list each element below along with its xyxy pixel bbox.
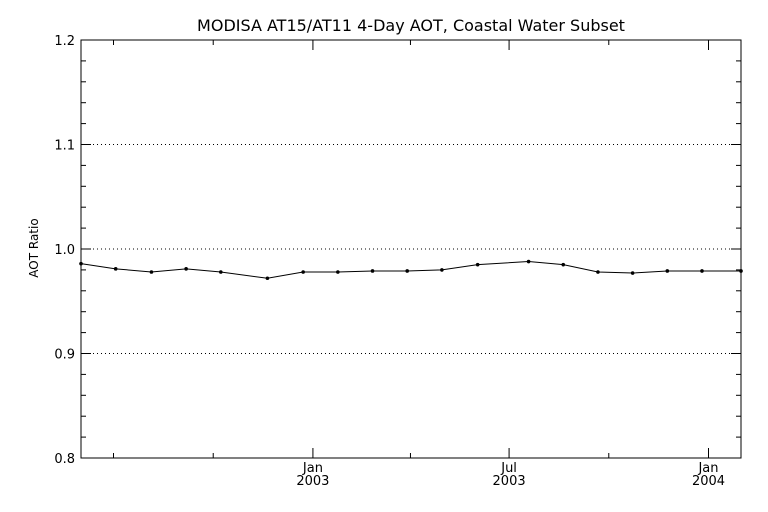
x-tick-label-year: 2004 [692, 474, 725, 489]
data-point [336, 270, 340, 274]
data-point [265, 276, 270, 281]
x-tick-label-month: Jan [302, 461, 323, 476]
axes [80, 39, 742, 459]
data-point [405, 269, 410, 273]
data-point [370, 269, 375, 273]
data-point [475, 262, 480, 267]
series-line [80, 261, 741, 279]
data-point [630, 271, 635, 275]
x-tick-label-year: 2003 [493, 474, 526, 489]
data-point [149, 270, 154, 274]
data-point [526, 259, 531, 264]
data-point [79, 261, 83, 266]
y-axis-label: AOT Ratio [27, 218, 41, 277]
y-tick-label: 1.0 [54, 243, 75, 258]
y-tick-label: 0.9 [54, 348, 75, 363]
data-point [739, 269, 743, 273]
y-tick-label: 1.2 [54, 34, 75, 49]
grid-lines [81, 144, 741, 354]
data-point [184, 267, 188, 271]
data-point [301, 270, 305, 274]
data-point [665, 269, 670, 273]
data-point [113, 267, 118, 271]
data-point [561, 262, 566, 267]
y-tick-label: 0.8 [54, 452, 75, 467]
data-point [440, 268, 444, 272]
x-tick-label-year: 2003 [296, 474, 329, 489]
y-axis-ticks: 0.8 0.9 1.0 1.1 1.2 [54, 34, 741, 467]
data-point [700, 269, 704, 273]
plot-frame [80, 39, 742, 459]
x-tick-label-month: Jul [500, 461, 517, 476]
data-point [219, 270, 223, 274]
data-point [596, 270, 600, 274]
series-group [79, 259, 743, 281]
x-tick-label-month: Jan [697, 461, 718, 476]
chart-title: MODISA AT15/AT11 4-Day AOT, Coastal Wate… [197, 16, 625, 35]
y-tick-label: 1.1 [54, 139, 75, 154]
